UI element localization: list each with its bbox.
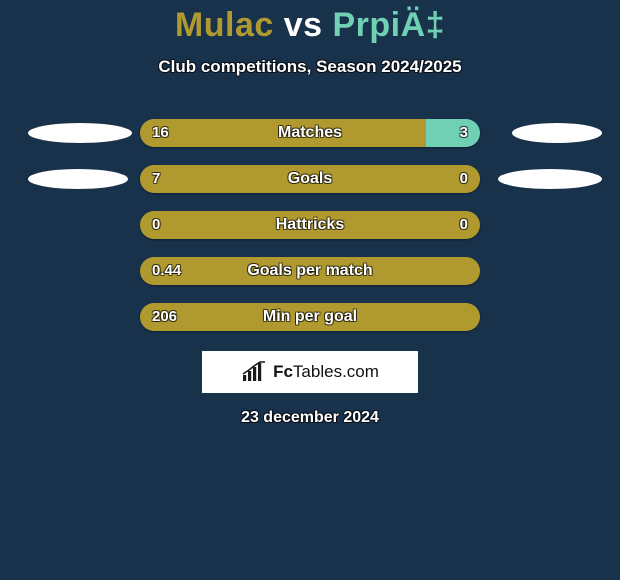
logo-text: FcTables.com	[273, 362, 379, 382]
stat-bar	[140, 303, 480, 331]
bar-segment-right	[426, 119, 480, 147]
stat-row: Min per goal206	[0, 303, 620, 331]
stat-bar	[140, 165, 480, 193]
logo-prefix: Fc	[273, 362, 293, 381]
stat-row: Matches163	[0, 119, 620, 147]
bar-segment-left	[140, 211, 480, 239]
player-left-name: Mulac	[175, 6, 274, 44]
date-caption: 23 december 2024	[0, 409, 620, 427]
vs-separator: vs	[284, 6, 323, 44]
stat-row: Goals per match0.44	[0, 257, 620, 285]
page-title: Mulac vs PrpiÄ‡	[0, 0, 620, 45]
player-right-name: PrpiÄ‡	[333, 6, 446, 44]
stat-row: Goals70	[0, 165, 620, 193]
player-badge-left	[28, 123, 132, 143]
comparison-infographic: Mulac vs PrpiÄ‡ Club competitions, Seaso…	[0, 0, 620, 580]
stat-row: Hattricks00	[0, 211, 620, 239]
stat-bar	[140, 257, 480, 285]
player-badge-right	[498, 169, 602, 189]
stat-bar	[140, 119, 480, 147]
bar-segment-left	[140, 303, 480, 331]
fctables-logo: FcTables.com	[202, 351, 418, 393]
bar-segment-left	[140, 119, 426, 147]
stat-bar	[140, 211, 480, 239]
subtitle: Club competitions, Season 2024/2025	[0, 57, 620, 77]
player-badge-left	[28, 169, 128, 189]
logo-main: Tables	[293, 362, 342, 381]
bar-segment-left	[140, 165, 480, 193]
chart-icon	[241, 361, 267, 383]
stats-rows: Matches163 Goals70 Hattricks00 Goals per ma…	[0, 119, 620, 331]
bar-segment-left	[140, 257, 480, 285]
logo-suffix: .com	[342, 362, 379, 381]
player-badge-right	[512, 123, 602, 143]
